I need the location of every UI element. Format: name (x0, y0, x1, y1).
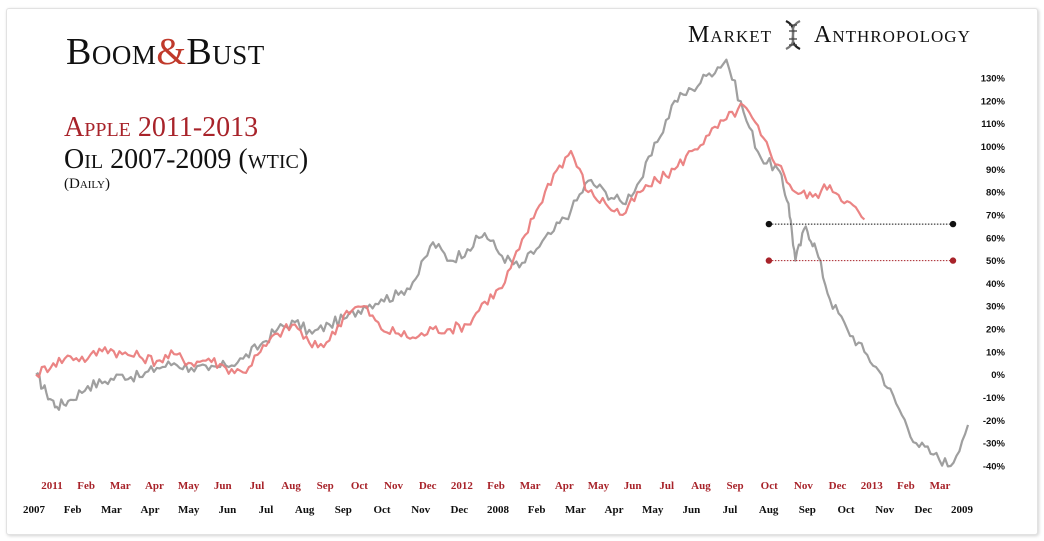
x-tick-label-apple: Nov (794, 480, 813, 492)
subtitle-oil: Oil 2007-2009 (wtic) (64, 144, 309, 175)
y-tick-label: -30% (983, 439, 1006, 450)
y-tick-label: -10% (983, 393, 1006, 404)
title-amp: & (156, 31, 187, 73)
x-tick-label-apple: Aug (691, 480, 711, 492)
x-tick-label-apple: Feb (897, 480, 915, 492)
x-tick-label-oil: Sep (799, 504, 816, 516)
reference-line-start-dot (765, 220, 773, 228)
x-tick-label-apple: Nov (384, 480, 403, 492)
reference-line-start-dot (765, 257, 773, 264)
apple-series-line (35, 102, 866, 379)
x-tick-label-oil: May (642, 504, 664, 516)
x-tick-label-oil: Dec (914, 504, 932, 516)
title-bust: Bust (186, 31, 265, 73)
x-tick-label-apple: 2013 (861, 480, 884, 492)
x-tick-label-apple: Feb (487, 480, 505, 492)
x-tick-label-apple: Apr (145, 480, 164, 492)
y-tick-label: 80% (986, 188, 1006, 199)
x-tick-label-oil: Aug (295, 504, 315, 516)
y-tick-label: -40% (983, 462, 1006, 473)
x-tick-label-apple: Jul (659, 480, 674, 492)
dna-helix-icon (785, 20, 801, 50)
y-tick-label: 130% (981, 74, 1006, 85)
x-tick-label-apple: Oct (351, 480, 368, 492)
x-tick-label-apple: Mar (110, 480, 131, 492)
subtitle-frequency: (Daily) (64, 176, 110, 192)
x-tick-label-oil: Jun (218, 504, 236, 516)
x-tick-label-apple: Dec (419, 480, 437, 492)
y-tick-label: -20% (983, 416, 1006, 427)
x-tick-label-oil: Jun (682, 504, 700, 516)
y-tick-label: 30% (986, 302, 1006, 313)
y-tick-label: 100% (981, 142, 1006, 153)
reference-line-end-dot (949, 257, 957, 264)
chart-frame (6, 8, 1038, 535)
x-tick-label-oil: 2007 (23, 504, 46, 516)
x-tick-label-apple: Sep (727, 480, 744, 492)
x-tick-label-oil: Jul (723, 504, 738, 516)
y-tick-label: 110% (981, 119, 1005, 130)
x-tick-label-oil: Apr (605, 504, 624, 516)
x-tick-label-apple: May (588, 480, 610, 492)
y-tick-label: 10% (986, 347, 1006, 358)
x-tick-label-oil: Aug (759, 504, 779, 516)
x-tick-label-apple: 2011 (41, 480, 62, 492)
brand-logo: Market Anthropology (688, 19, 971, 51)
x-tick-label-oil: Oct (373, 504, 390, 516)
x-tick-label-oil: Mar (565, 504, 586, 516)
x-tick-label-apple: Aug (281, 480, 301, 492)
x-tick-label-oil: Nov (875, 504, 894, 516)
x-tick-label-oil: 2008 (487, 504, 510, 516)
x-tick-label-apple: 2012 (451, 480, 474, 492)
y-tick-label: 0% (991, 370, 1005, 381)
x-tick-label-oil: Feb (64, 504, 82, 516)
y-tick-label: 40% (986, 279, 1006, 290)
x-tick-label-oil: Dec (450, 504, 468, 516)
x-tick-label-apple: May (178, 480, 200, 492)
oil-series-line (35, 58, 970, 468)
y-tick-label: 120% (981, 96, 1006, 107)
x-tick-label-oil: Jul (259, 504, 274, 516)
x-tick-label-oil: Oct (837, 504, 854, 516)
subtitle-apple: Apple 2011-2013 (64, 112, 259, 143)
x-tick-label-apple: Jun (214, 480, 232, 492)
title-boom: Boom (66, 31, 157, 73)
y-tick-label: 50% (986, 256, 1006, 267)
x-tick-label-oil: Mar (101, 504, 122, 516)
reference-line-end-dot (949, 220, 957, 228)
brand-left: Market (688, 21, 773, 48)
x-tick-label-oil: Apr (141, 504, 160, 516)
x-tick-label-apple: Sep (317, 480, 334, 492)
y-tick-label: 90% (986, 165, 1006, 176)
x-tick-label-oil: 2009 (951, 504, 974, 516)
x-tick-label-oil: Feb (528, 504, 546, 516)
x-tick-label-apple: Oct (761, 480, 778, 492)
brand-right: Anthropology (814, 21, 971, 48)
y-tick-label: 70% (986, 210, 1006, 221)
x-tick-label-apple: Dec (829, 480, 847, 492)
chart-title: Boom&Bust (66, 30, 265, 74)
x-tick-label-apple: Mar (520, 480, 541, 492)
y-tick-label: 60% (986, 233, 1006, 244)
x-tick-label-apple: Jun (624, 480, 642, 492)
x-tick-label-apple: Apr (555, 480, 574, 492)
x-tick-label-oil: May (178, 504, 200, 516)
x-tick-label-apple: Feb (77, 480, 95, 492)
y-tick-label: 20% (986, 325, 1006, 336)
x-tick-label-oil: Nov (411, 504, 430, 516)
x-tick-label-apple: Jul (250, 480, 265, 492)
x-tick-label-apple: Mar (930, 480, 951, 492)
x-tick-label-oil: Sep (335, 504, 352, 516)
